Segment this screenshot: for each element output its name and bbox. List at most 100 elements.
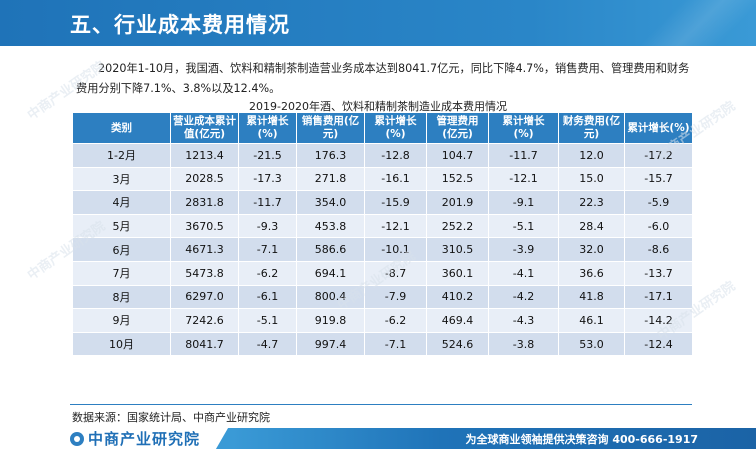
logo-icon [70, 431, 84, 446]
header-decoration [606, 0, 756, 46]
table-body: 1-2月 1213.4 -21.5 176.3 -12.8 104.7 -11.7 12.0-… [72, 143, 693, 357]
table-cell: -6.1 [238, 284, 297, 310]
table-cell: -11.7 [488, 143, 559, 168]
table-cell: -15.9 [364, 190, 427, 215]
table-cell: -5.1 [238, 308, 297, 333]
logo-text: 中商产业研究院 [88, 430, 201, 448]
table-cell: 5473.8 [170, 260, 239, 286]
table-cell: 22.3 [558, 190, 625, 215]
row-label-cell: 10月 [72, 331, 171, 357]
row-label-cell: 9月 [72, 308, 171, 333]
table-cell: -3.9 [488, 237, 559, 262]
table-cell: 201.9 [426, 190, 489, 215]
table-cell: -4.7 [238, 331, 297, 357]
table-cell: 410.2 [426, 284, 489, 310]
table-cell: -11.7 [238, 190, 297, 215]
col-header-sales-expense-growth: 累计增长(%) [364, 112, 427, 144]
table-cell: 176.3 [296, 143, 365, 168]
table-cell: 2028.5 [170, 166, 239, 192]
table-row: 1-2月 1213.4 -21.5 176.3 -12.8 104.7 -11.7 12.0-… [72, 143, 693, 168]
table-cell: -12.1 [364, 213, 427, 239]
table-cell: -3.8 [488, 331, 559, 357]
table-cell: 252.2 [426, 213, 489, 239]
table-cell: -6.2 [364, 308, 427, 333]
table-cell: 36.6 [558, 260, 625, 286]
table-cell: -5.9 [624, 190, 693, 215]
table-cell: -17.3 [238, 166, 297, 192]
table-title: 2019-2020年酒、饮料和精制茶制造业成本费用情况 [249, 100, 507, 113]
table-cell: 152.5 [426, 166, 489, 192]
row-label-cell: 1-2月 [72, 143, 171, 168]
col-header-category: 类别 [72, 112, 171, 144]
table-row: 9月 7242.6 -5.1 919.8 -6.2 469.4 -4.3 46.1 -14.2 [72, 308, 693, 333]
table-cell: 12.0 [558, 143, 625, 168]
table-cell: 310.5 [426, 237, 489, 262]
table-cell: -17.2 [624, 143, 693, 168]
table-cell: 800.4 [296, 284, 365, 310]
table-row: 7月 5473.8 -6.2 694.1 -8.7 360.1 -4.1 36.6 -13.7 [72, 260, 693, 286]
table-row: 5月 3670.5 -9.3 453.8 -12.1 252.2 -5.1 28.4 -6.0 [72, 213, 693, 239]
table-cell: -12.8 [364, 143, 427, 168]
table-cell: -21.5 [238, 143, 297, 168]
col-header-finance-expense-growth: 累计增长(%) [624, 112, 693, 144]
table-cell: -13.7 [624, 260, 693, 286]
col-header-admin-expense: 管理费用(亿元) [426, 112, 489, 144]
row-label-cell: 5月 [72, 213, 171, 239]
table-cell: -8.6 [624, 237, 693, 262]
row-label-cell: 6月 [72, 237, 171, 262]
table-row: 8月 6297.0 -6.1 800.4 -7.9 410.2 -4.2 41.8 -17.1 [72, 284, 693, 310]
table-cell: -9.3 [238, 213, 297, 239]
table-cell: 2831.8 [170, 190, 239, 215]
table-cell: 997.4 [296, 331, 365, 357]
table-cell: -9.1 [488, 190, 559, 215]
table-cell: -5.1 [488, 213, 559, 239]
table-cell: 4671.3 [170, 237, 239, 262]
table-cell: -7.9 [364, 284, 427, 310]
table-row: 10月 8041.7 -4.7 997.4 -7.1 524.6 -3.8 53.0 -12.4 [72, 331, 693, 357]
footer-logo: 中商产业研究院 [70, 429, 200, 448]
row-label-cell: 3月 [72, 166, 171, 192]
table-row: 4月 2831.8 -11.7 354.0 -15.9 201.9 -9.1 22.3 -5.9 [72, 190, 693, 215]
table-cell: 453.8 [296, 213, 365, 239]
table-cell: -7.1 [364, 331, 427, 357]
table-row: 6月 4671.3 -7.1 586.6 -10.1 310.5 -3.9 32.0 -8.6 [72, 237, 693, 262]
table-cell: 354.0 [296, 190, 365, 215]
table-cell: -15.7 [624, 166, 693, 192]
table-cell: -14.2 [624, 308, 693, 333]
table-cell: 360.1 [426, 260, 489, 286]
table-cell: 41.8 [558, 284, 625, 310]
table-cell: 28.4 [558, 213, 625, 239]
page-title: 五、行业成本费用情况 [70, 13, 290, 37]
table-cell: 8041.7 [170, 331, 239, 357]
row-label-cell: 8月 [72, 284, 171, 310]
table-cell: 53.0 [558, 331, 625, 357]
table-cell: -6.2 [238, 260, 297, 286]
table-cell: 586.6 [296, 237, 365, 262]
col-header-operating-cost: 营业成本累计值(亿元) [170, 112, 239, 144]
intro-text: 2020年1-10月，我国酒、饮料和精制茶制造营业务成本达到8041.7亿元，同… [76, 62, 690, 95]
table-cell: -12.1 [488, 166, 559, 192]
table-cell: -10.1 [364, 237, 427, 262]
table-cell: 694.1 [296, 260, 365, 286]
table-cell: -12.4 [624, 331, 693, 357]
table-cell: 919.8 [296, 308, 365, 333]
source-divider [70, 404, 692, 405]
table-cell: -6.0 [624, 213, 693, 239]
header-bar: 五、行业成本费用情况 [0, 0, 756, 46]
col-header-sales-expense: 销售费用(亿元) [296, 112, 365, 144]
table-cell: -7.1 [238, 237, 297, 262]
table-cell: -4.2 [488, 284, 559, 310]
table-cell: 3670.5 [170, 213, 239, 239]
col-header-finance-expense: 财务费用(亿元) [558, 112, 625, 144]
table-cell: 32.0 [558, 237, 625, 262]
table-cell: 524.6 [426, 331, 489, 357]
table-cell: -16.1 [364, 166, 427, 192]
table-cell: 1213.4 [170, 143, 239, 168]
table-header-row: 类别 营业成本累计值(亿元) 累计增长(%) 销售费用(亿元) 累计增长(%) … [72, 112, 693, 144]
table-cell: -17.1 [624, 284, 693, 310]
col-header-operating-cost-growth: 累计增长(%) [238, 112, 297, 144]
table-row: 3月 2028.5 -17.3 271.8 -16.1 152.5 -12.1 15.0 -15… [72, 166, 693, 192]
table-cell: -4.1 [488, 260, 559, 286]
table-cell: 15.0 [558, 166, 625, 192]
footer-slogan: 为全球商业领袖提供决策咨询 400-666-1917 [465, 433, 699, 446]
